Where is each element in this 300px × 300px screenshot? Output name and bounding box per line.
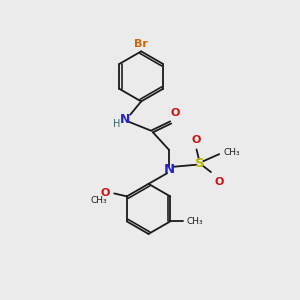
Text: O: O <box>192 135 201 145</box>
Text: CH₃: CH₃ <box>187 217 204 226</box>
Text: O: O <box>101 188 110 197</box>
Text: CH₃: CH₃ <box>91 196 107 206</box>
Text: O: O <box>171 108 180 118</box>
Text: S: S <box>195 157 205 170</box>
Text: CH₃: CH₃ <box>224 148 240 157</box>
Text: N: N <box>164 163 175 176</box>
Text: N: N <box>120 112 130 126</box>
Text: O: O <box>215 177 224 187</box>
Text: Br: Br <box>134 39 148 49</box>
Text: H: H <box>113 119 120 129</box>
